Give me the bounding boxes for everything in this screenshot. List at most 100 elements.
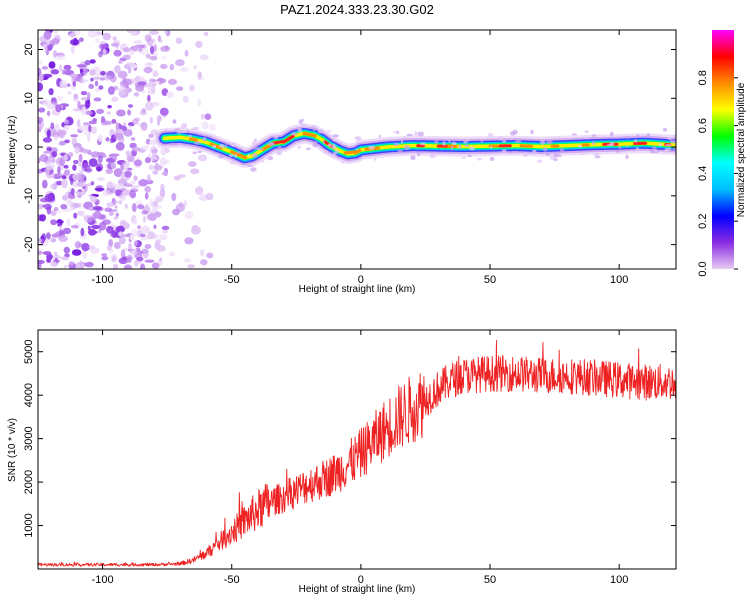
noise-blob xyxy=(63,264,68,269)
spectrogram-x-tick-label: -50 xyxy=(224,274,240,286)
noise-blob xyxy=(46,110,51,117)
noise-blob xyxy=(56,219,64,224)
noise-blob xyxy=(102,32,112,41)
noise-blob xyxy=(46,147,52,151)
noise-blob xyxy=(42,99,51,106)
noise-blob xyxy=(137,204,145,210)
ridge-speckle xyxy=(542,147,548,152)
noise-blob xyxy=(79,260,83,269)
ridge-speckle xyxy=(164,148,170,154)
ridge-speckle xyxy=(502,139,507,143)
ridge-speckle xyxy=(332,151,337,157)
ridge-speckle xyxy=(417,152,421,157)
ridge-speckle xyxy=(487,133,494,138)
noise-blob xyxy=(38,203,44,210)
noise-blob xyxy=(78,153,83,163)
noise-blob xyxy=(83,131,92,136)
noise-blob xyxy=(151,148,158,154)
noise-blob xyxy=(118,200,123,205)
snr-series-line xyxy=(38,340,676,567)
noise-blob xyxy=(108,239,113,248)
noise-blob xyxy=(53,30,59,35)
noise-blob xyxy=(46,129,51,139)
noise-blob xyxy=(144,157,151,164)
ridge-speckle xyxy=(248,153,251,157)
noise-blob xyxy=(61,179,68,189)
noise-blob xyxy=(131,78,138,85)
noise-blob xyxy=(41,233,46,242)
noise-blob xyxy=(79,169,85,173)
colorbar-gradient xyxy=(712,30,734,269)
noise-blob xyxy=(130,30,136,37)
noise-blob xyxy=(82,250,87,260)
ridge-speckle xyxy=(458,144,462,150)
noise-blob xyxy=(38,73,44,82)
spectrogram-plot-frame xyxy=(37,29,677,270)
ridge-speckle xyxy=(273,135,279,140)
noise-blob xyxy=(71,137,78,147)
noise-blob xyxy=(86,166,91,173)
ridge-speckle xyxy=(618,145,622,150)
noise-blob xyxy=(149,210,156,214)
noise-blob xyxy=(51,38,60,45)
noise-blob xyxy=(177,174,186,178)
ridge-speckle xyxy=(327,143,333,147)
noise-blob xyxy=(63,246,70,254)
ridge-speckle xyxy=(673,140,676,144)
noise-blob xyxy=(44,203,52,210)
noise-blob xyxy=(164,30,168,35)
noise-blob xyxy=(44,44,48,53)
noise-blob xyxy=(152,170,159,175)
noise-blob xyxy=(146,176,152,182)
noise-blob xyxy=(90,126,97,134)
noise-blob xyxy=(161,55,167,60)
noise-blob xyxy=(113,49,122,57)
spectrogram-y-tick-label: 0 xyxy=(23,144,35,150)
noise-blob xyxy=(48,88,54,96)
noise-blob xyxy=(64,169,71,176)
snr-x-tick-label: -100 xyxy=(92,574,114,586)
ridge-speckle xyxy=(393,142,400,147)
noise-blob xyxy=(113,241,121,250)
noise-blob xyxy=(127,109,131,116)
noise-blob xyxy=(150,45,155,55)
ridge-speckle xyxy=(667,136,673,140)
noise-blob xyxy=(78,37,84,42)
ridge-speckle xyxy=(335,149,340,154)
noise-blob xyxy=(140,263,146,269)
ridge-speckle xyxy=(497,136,504,141)
noise-blob xyxy=(144,204,149,210)
noise-blob xyxy=(91,224,101,230)
noise-blob xyxy=(136,256,144,262)
ridge-speckle xyxy=(584,136,589,139)
noise-blob xyxy=(141,210,149,215)
noise-blob xyxy=(111,119,117,124)
noise-blob xyxy=(66,198,72,204)
noise-blob xyxy=(63,64,72,70)
noise-blob xyxy=(200,77,205,81)
noise-blob xyxy=(106,181,115,189)
noise-blob xyxy=(122,54,130,59)
ridge-speckle xyxy=(341,160,344,164)
noise-blob xyxy=(189,84,195,92)
ridge-speckle xyxy=(460,156,467,159)
chart-title: PAZ1.2024.333.23.30.G02 xyxy=(280,2,434,17)
noise-blob xyxy=(198,194,209,202)
noise-blob xyxy=(141,108,146,114)
noise-blob xyxy=(135,84,145,92)
noise-blob xyxy=(149,55,158,61)
ridge-speckle xyxy=(326,130,332,132)
ridge-speckle xyxy=(560,148,564,153)
noise-blob xyxy=(176,86,184,91)
noise-blob xyxy=(204,113,212,120)
ridge-speckle xyxy=(406,133,414,137)
ridge-speckle xyxy=(401,140,403,144)
ridge-speckle xyxy=(662,127,668,132)
noise-blob xyxy=(160,45,171,52)
ridge-speckle xyxy=(331,146,338,150)
noise-blob xyxy=(158,233,168,241)
ridge-speckle xyxy=(616,150,620,153)
ridge-speckle xyxy=(466,139,470,142)
noise-blob xyxy=(159,107,169,116)
ridge-speckle xyxy=(580,152,583,156)
